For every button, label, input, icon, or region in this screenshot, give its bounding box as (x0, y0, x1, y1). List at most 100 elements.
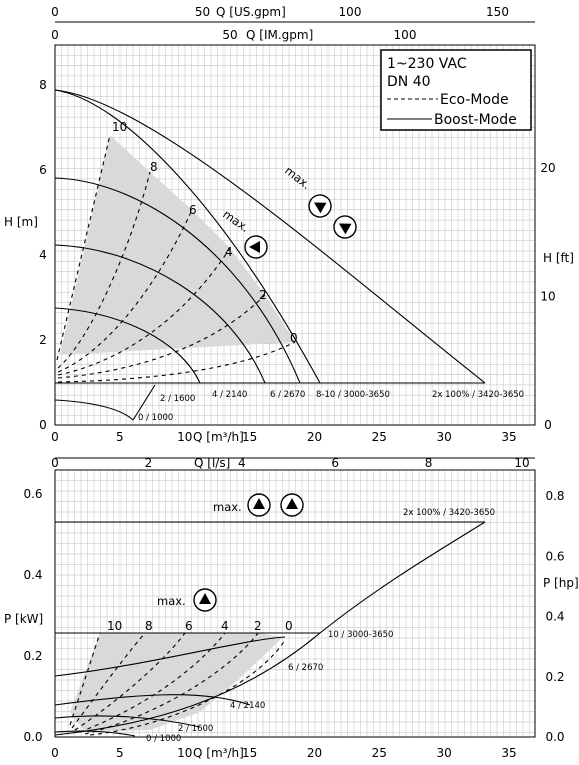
power-10-rpm-label: 10 / 3000-3650 (328, 630, 393, 640)
power-0-label: 0 (285, 619, 293, 633)
tick-us-gpm: 150 (486, 5, 509, 19)
tick-h-ft: 0 (544, 418, 552, 432)
eco-2 (57, 294, 266, 379)
tick-p-hp: 0.2 (545, 670, 564, 684)
pump-rotation-icon (193, 588, 217, 612)
pump-rotation-icon (247, 493, 271, 517)
tick-q-top: 30 (437, 430, 452, 444)
tick-q-bottom: 35 (501, 746, 516, 760)
tick-p-hp: 0.0 (545, 730, 564, 744)
eco-8 (57, 171, 151, 369)
tick-q-ls: 6 (331, 456, 339, 470)
power-6-rpm-label: 6 / 2670 (288, 663, 323, 673)
tick-q-ls: 0 (51, 456, 59, 470)
eco-p-10 (69, 632, 101, 726)
tick-p-hp: 0.4 (545, 610, 564, 624)
speed-10-label: 10 (112, 120, 127, 134)
power-6-label: 6 (185, 619, 193, 633)
q-m3h-axis-label: Q [m³/h] (193, 430, 244, 444)
tick-h-ft: 20 (540, 161, 555, 175)
power-2-label: 2 (254, 619, 262, 633)
tick-q-top: 20 (307, 430, 322, 444)
im-gpm-axis-label: Q [IM.gpm] (246, 28, 313, 42)
power-4-label: 4 (221, 619, 229, 633)
tick-p-kw: 0.2 (23, 649, 42, 663)
tick-q-top: 25 (372, 430, 387, 444)
bottom-curves (54, 521, 486, 737)
tick-q-bottom: 5 (116, 746, 124, 760)
eco-10 (56, 134, 111, 361)
q-ls-axis-label: Q [l/s] (194, 456, 230, 470)
tick-im-gpm: 100 (394, 28, 417, 42)
top-curves (54, 89, 486, 421)
tick-h-ft: 10 (540, 290, 555, 304)
p-kw-axis-label: P [kW] (4, 612, 43, 626)
us-gpm-axis-label: Q [US.gpm] (216, 5, 286, 19)
pump-rotation-icon (280, 493, 304, 517)
tick-q-bottom: 10 (177, 746, 192, 760)
curve-4-label: 4 / 2140 (212, 390, 247, 400)
tick-im-gpm: 0 (51, 28, 59, 42)
top-eco-area (60, 135, 295, 355)
tick-us-gpm: 100 (339, 5, 362, 19)
q-m3h-axis-label-bottom: Q [m³/h] (193, 746, 244, 760)
legend-dn: DN 40 (387, 74, 431, 90)
tick-q-top: 0 (51, 430, 59, 444)
power-6 (54, 636, 286, 677)
tick-p-kw: 0.6 (23, 487, 42, 501)
eco-4 (57, 247, 231, 376)
power-10-label: 10 (107, 619, 122, 633)
legend-boost-label: Boost-Mode (434, 112, 517, 128)
tick-q-bottom: 20 (307, 746, 322, 760)
power-0-rpm-label: 0 / 1000 (146, 734, 181, 744)
curve-2-label: 2 / 1600 (160, 394, 195, 404)
curve-4 (54, 244, 266, 384)
pump-rotation-icon (244, 235, 268, 259)
eco-0 (57, 341, 296, 383)
tick-q-ls: 10 (514, 456, 529, 470)
curve-0 (54, 384, 156, 421)
tick-p-hp: 0.8 (545, 489, 564, 503)
max-label-single: max. (220, 207, 252, 235)
bottom-plot-frame (54, 469, 536, 738)
power-4 (54, 694, 251, 706)
tick-q-top: 35 (501, 430, 516, 444)
max-label-bottom-double: max. (213, 500, 242, 514)
power-2-rpm-label: 2 / 1600 (178, 724, 213, 734)
power-4-rpm-label: 4 / 2140 (230, 701, 265, 711)
tick-q-bottom: 0 (51, 746, 59, 760)
pump-icons (193, 194, 357, 612)
tick-us-gpm: 0 (51, 5, 59, 19)
curve-0-label: 0 / 1000 (138, 413, 173, 423)
curve-2x-boost (54, 89, 486, 384)
eco-6 (57, 209, 193, 373)
power-min-envelope (54, 521, 486, 736)
h-m-axis-label: H [m] (4, 215, 38, 229)
bottom-eco-area (70, 633, 282, 732)
speed-4-label: 4 (225, 245, 233, 259)
tick-q-bottom: 15 (242, 746, 257, 760)
speed-6-label: 6 (189, 203, 197, 217)
power-8-label: 8 (145, 619, 153, 633)
curve-6-label: 6 / 2670 (270, 390, 305, 400)
eco-p-6 (74, 632, 186, 731)
tick-us-gpm: 50 (195, 5, 210, 19)
speed-2-label: 2 (259, 288, 267, 302)
tick-q-top: 5 (116, 430, 124, 444)
tick-h-m: 4 (39, 248, 47, 262)
curve-2 (54, 307, 201, 384)
p-hp-axis-label: P [hp] (543, 576, 579, 590)
pump-rotation-icon (308, 194, 332, 218)
tick-p-hp: 0.6 (545, 549, 564, 563)
power-2x-label: 2x 100% / 3420-3650 (403, 508, 495, 518)
tick-h-m: 8 (39, 78, 47, 92)
max-label-bottom-single: max. (157, 594, 186, 608)
tick-q-ls: 8 (425, 456, 433, 470)
tick-im-gpm: 50 (222, 28, 237, 42)
curve-810-label: 8-10 / 3000-3650 (316, 390, 390, 400)
speed-0-label: 0 (290, 331, 298, 345)
eco-p-0 (89, 639, 286, 736)
pump-rotation-icon (333, 215, 357, 239)
h-ft-axis-label: H [ft] (543, 251, 574, 265)
